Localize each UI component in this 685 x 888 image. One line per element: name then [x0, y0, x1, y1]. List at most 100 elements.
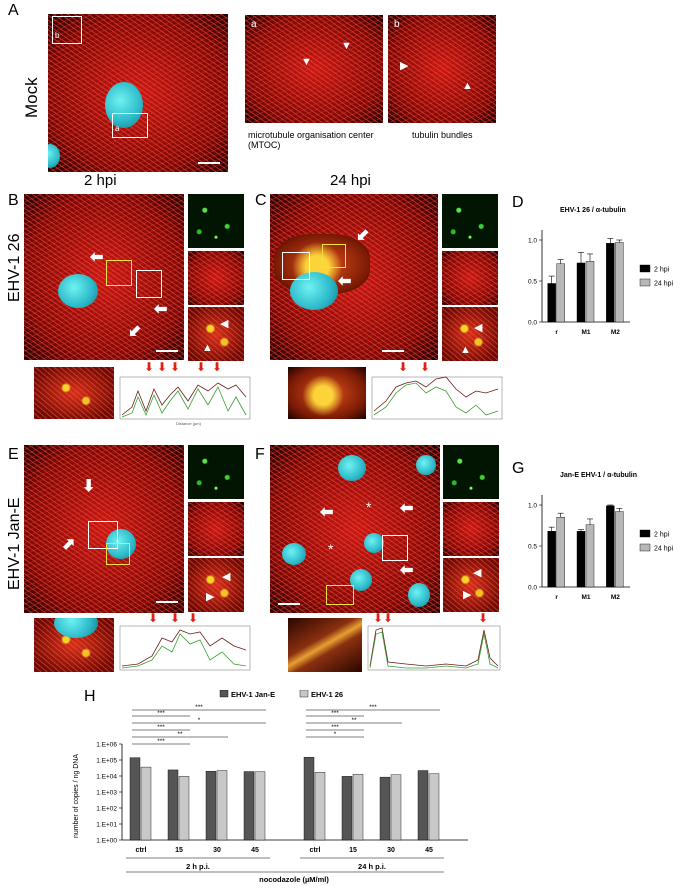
chart-d: EHV-1 26 / α-tubulin 0.0 0.5 1.0 r M1 M2 2 hpi 2… — [528, 207, 674, 336]
legend-label: EHV-1 26 — [311, 690, 343, 699]
plot-frame — [371, 376, 503, 420]
red-arrow-icon: ⬇ — [373, 611, 384, 625]
ehv26-24hpi-image: ⬋ ⬅ — [270, 194, 438, 360]
red-arrow-icon: ⬇ — [170, 611, 181, 625]
row-label-wrap: EHV-1 26 — [6, 234, 26, 322]
legend-swatch — [639, 543, 651, 552]
red-arrow-icon: ⬇ — [478, 611, 489, 625]
merge-inset: ◀ ▶ — [188, 558, 244, 612]
bar — [547, 283, 556, 323]
x-tick-label: M2 — [611, 594, 620, 601]
arrow-icon: ⬅ — [338, 273, 352, 290]
line-profile-plot-f — [367, 625, 501, 671]
arrowhead-icon: ▼ — [301, 56, 312, 68]
panel-letter-h: H — [84, 688, 96, 705]
arrow-icon: ⬅ — [400, 562, 414, 579]
bar — [140, 766, 152, 841]
green-channel-inset — [442, 194, 498, 248]
significance-label: *** — [195, 704, 203, 711]
red-arrow-icon: ⬇ — [144, 360, 155, 374]
significance-label: * — [334, 731, 337, 738]
line-profile-plot-e — [119, 625, 251, 671]
mock-cell-image: b a — [48, 14, 228, 172]
significance-label: *** — [331, 710, 339, 717]
legend-swatch — [639, 529, 651, 538]
panel-letter-e: E — [8, 446, 19, 463]
inset-box-label: a — [115, 124, 120, 133]
bar — [303, 756, 315, 841]
x-tick-label: ctrl — [310, 847, 321, 854]
nucleus — [350, 569, 372, 591]
nucleus — [408, 583, 430, 607]
line-profile-image — [34, 367, 114, 419]
y-tick-label: 1.E+02 — [96, 806, 117, 813]
bar — [428, 773, 440, 841]
merge-inset: ◀ ▲ — [188, 307, 244, 361]
bar — [390, 774, 402, 841]
legend-label: 24 hpi — [654, 281, 674, 288]
arrowhead-icon: ▼ — [341, 40, 352, 52]
x-tick-label: r — [555, 594, 558, 601]
bar — [576, 531, 586, 588]
line-profile-box — [322, 244, 346, 268]
plot-frame — [119, 625, 251, 671]
nucleus — [48, 144, 60, 168]
y-tick-label: 1.E+01 — [96, 822, 117, 829]
x-tick-label: M2 — [611, 329, 620, 336]
arrowhead-icon: ▶ — [206, 591, 215, 603]
legend-swatch — [299, 690, 309, 698]
significance-label: ** — [177, 731, 183, 738]
scale-bar — [382, 350, 404, 352]
arrow-icon: ⬅ — [320, 504, 334, 521]
chart-title: EHV-1 26 / α-tubulin — [560, 207, 626, 214]
bar — [167, 769, 179, 841]
y-tick-label: 1.E+06 — [96, 742, 117, 749]
nucleus — [105, 82, 143, 128]
chart-g: Jan-E EHV-1 / α-tubulin 0.0 0.5 1.0 r M1 M2 2 h… — [528, 472, 674, 601]
legend-label: 2 hpi — [654, 532, 670, 539]
significance-label: *** — [331, 724, 339, 731]
line-profile-box — [106, 543, 130, 565]
arrowhead-icon: ◀ — [474, 322, 483, 334]
nucleus — [416, 455, 436, 475]
inset-box — [136, 270, 162, 298]
panel-letter-a: A — [8, 2, 19, 19]
y-tick-label: 0.0 — [528, 320, 537, 327]
bar — [615, 242, 624, 323]
bar — [205, 770, 217, 841]
asterisk-marker: * — [328, 541, 334, 557]
scale-bar — [278, 603, 300, 605]
line-profile-plot-c — [371, 376, 503, 420]
bar — [379, 776, 391, 841]
significance-label: * — [198, 717, 201, 724]
significance-label: *** — [157, 724, 165, 731]
jane-24hpi-image: ⬅ ⬅ ⬅ * * — [270, 445, 440, 613]
y-tick-label: 1.0 — [528, 238, 537, 245]
red-trace — [121, 629, 247, 667]
group-label: 2 h p.i. — [186, 862, 210, 871]
red-arrow-icon: ⬇ — [212, 360, 223, 374]
x-tick-label: 45 — [425, 847, 433, 854]
red-arrow-icon: ⬇ — [148, 611, 159, 625]
red-arrow-icon: ⬇ — [383, 611, 394, 625]
legend-swatch — [639, 278, 651, 287]
x-tick-label: 15 — [175, 847, 183, 854]
inset-a-letter: a — [251, 19, 257, 30]
bar — [254, 771, 266, 841]
red-trace — [121, 382, 247, 416]
arrowhead-icon: ▶ — [463, 589, 472, 601]
inset-box — [282, 252, 310, 280]
x-tick-label: 45 — [251, 847, 259, 854]
inset-box-label: b — [55, 31, 60, 40]
line-profile-box — [106, 260, 132, 286]
panel-letter-c: C — [255, 192, 267, 209]
red-channel-inset — [443, 502, 499, 556]
x-tick-label: 15 — [349, 847, 357, 854]
nucleus — [282, 543, 306, 565]
scale-bar — [156, 350, 178, 352]
nucleus — [54, 618, 98, 638]
significance-label: ** — [351, 717, 357, 724]
plot-frame — [119, 376, 251, 420]
red-channel-inset — [188, 251, 244, 305]
plot-axis-tiny: Distance (µm) — [176, 421, 202, 426]
